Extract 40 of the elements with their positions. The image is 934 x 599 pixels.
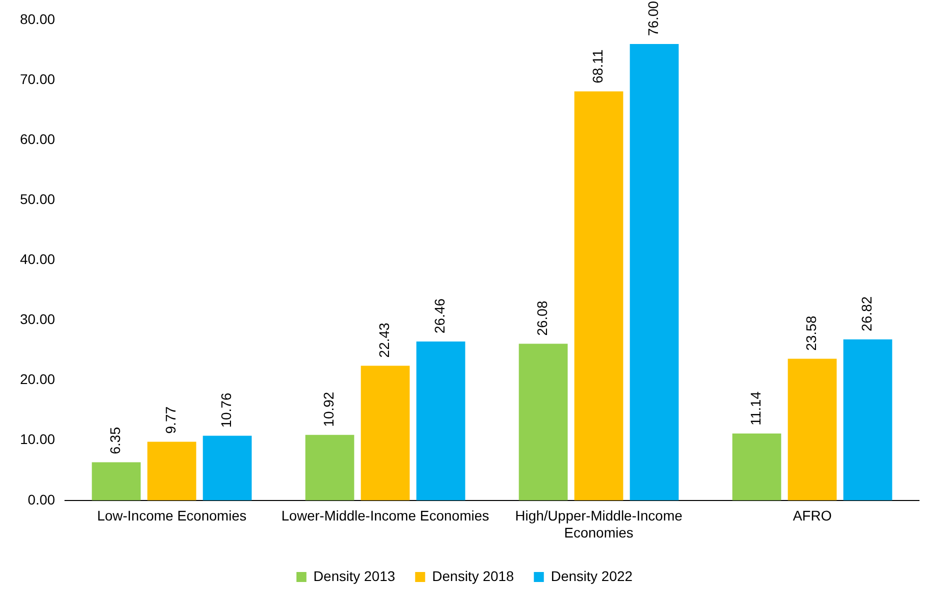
bar	[843, 339, 892, 500]
bar	[92, 462, 141, 500]
data-label: 76.00	[645, 0, 662, 36]
data-label: 10.92	[320, 392, 337, 427]
legend-label: Density 2018	[432, 568, 514, 584]
data-label: 23.58	[803, 316, 820, 351]
data-label: 26.46	[432, 298, 448, 334]
bar	[732, 434, 782, 500]
y-tick-label: 10.00	[20, 431, 56, 448]
bar	[416, 342, 466, 500]
x-tick-label: Low-Income Economies	[97, 508, 246, 524]
legend-label: Density 2013	[313, 568, 396, 584]
x-tick-label: Lower-Middle-Income Economies	[281, 508, 490, 524]
data-label: 68.11	[590, 49, 606, 84]
legend-label: Density 2022	[550, 568, 633, 584]
y-tick-label: 80.00	[20, 10, 56, 27]
bar	[630, 44, 679, 500]
x-tick-label: High/Upper-Middle-Income Economies	[515, 508, 683, 540]
bar	[360, 366, 410, 500]
bar	[518, 344, 568, 500]
data-label: 22.43	[376, 322, 392, 358]
y-tick-label: 30.00	[20, 311, 56, 328]
y-tick-label: 40.00	[20, 251, 56, 268]
x-tick-label: AFRO	[792, 508, 832, 524]
y-tick-label: 60.00	[20, 130, 56, 147]
data-label: 26.82	[858, 296, 875, 332]
bar	[147, 442, 196, 500]
bar	[574, 91, 624, 500]
y-tick-label: 70.00	[20, 70, 56, 87]
y-tick-label: 50.00	[20, 191, 56, 208]
data-label: 9.77	[162, 406, 179, 434]
bar	[305, 434, 354, 500]
bar	[202, 436, 252, 500]
data-label: 6.35	[107, 426, 124, 454]
data-label: 11.14	[748, 391, 764, 426]
y-tick-label: 20.00	[20, 371, 56, 388]
data-label: 10.76	[218, 392, 234, 428]
bar	[788, 358, 837, 500]
y-tick-label: 0.00	[28, 491, 56, 508]
data-label: 26.08	[534, 300, 550, 336]
